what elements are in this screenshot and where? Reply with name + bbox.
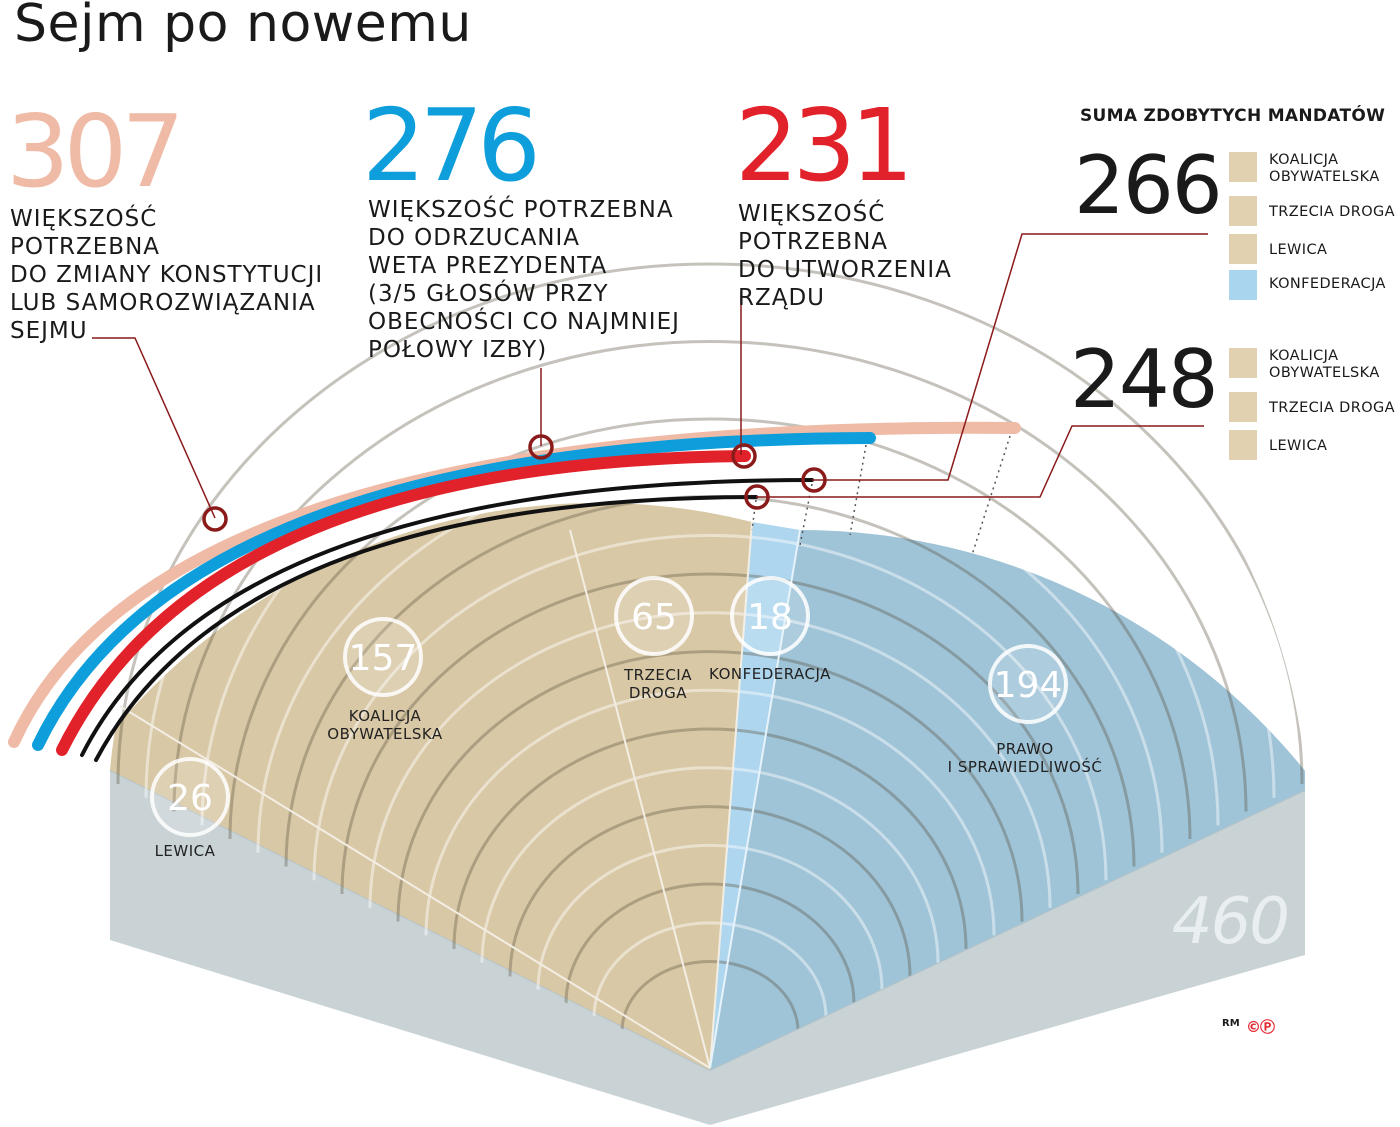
wedge-opposition-coalition xyxy=(110,502,752,1070)
threshold-276-number: 276 xyxy=(362,87,541,204)
hemicycle-step-row xyxy=(340,572,1080,895)
arc-231 xyxy=(56,450,751,756)
party-seat-count: 26 xyxy=(167,778,213,819)
wedge-pis xyxy=(710,530,1305,1070)
hemicycle-step-row xyxy=(228,417,1192,840)
hemicycle-step-row xyxy=(424,688,996,936)
party-bubble xyxy=(343,617,423,697)
total-seats: 460 xyxy=(1171,885,1290,959)
legend-label: KONFEDERACJA xyxy=(1269,276,1386,292)
threshold-307-description: WIĘKSZOŚĆ POTRZEBNA DO ZMIANY KONSTYTUCJ… xyxy=(10,206,324,344)
legend-item: KOALICJA OBYWATELSKA xyxy=(1229,348,1400,382)
party-seat-count: 157 xyxy=(349,638,418,679)
summary-total-248: 248 xyxy=(1070,333,1219,426)
marker-307 xyxy=(202,506,228,532)
legend-item: KOALICJA OBYWATELSKA xyxy=(1229,152,1400,186)
legend-label: KOALICJA OBYWATELSKA xyxy=(1269,348,1380,381)
marker-276 xyxy=(528,434,554,460)
party-label-konf: KONFEDERACJA xyxy=(709,665,831,683)
legend-label: TRZECIA DROGA xyxy=(1269,204,1395,220)
summary-total-266: 266 xyxy=(1074,139,1223,232)
hemicycle-step-row xyxy=(620,960,800,1032)
threshold-276-description: WIĘKSZOŚĆ POTRZEBNA DO ODRZUCANIA WETA P… xyxy=(368,197,680,363)
legend-label: LEWICA xyxy=(1269,438,1328,454)
party-seat-count: 65 xyxy=(631,597,677,638)
hemicycle-step-row xyxy=(480,766,940,963)
threshold-307-number: 307 xyxy=(6,93,185,210)
hemicycle-step-row xyxy=(396,650,1024,922)
legend-label: KOALICJA OBYWATELSKA xyxy=(1269,152,1380,185)
party-bubble xyxy=(150,757,230,837)
party-bubble xyxy=(730,576,810,656)
party-label-ko: KOALICJA OBYWATELSKA xyxy=(327,707,443,743)
legend-item: LEWICA xyxy=(1229,234,1400,268)
hemicycle-step-row xyxy=(312,533,1108,881)
party-label-td: TRZECIA DROGA xyxy=(624,666,692,702)
legend-item: TRZECIA DROGA xyxy=(1229,392,1400,426)
party-seat-count: 194 xyxy=(994,665,1063,706)
hemicycle-step-row xyxy=(592,921,828,1018)
hemicycle-step-row xyxy=(200,378,1220,826)
legend-item: KONFEDERACJA xyxy=(1229,270,1400,304)
hemicycle-step-row xyxy=(452,727,968,950)
legend-label: LEWICA xyxy=(1269,242,1328,258)
legend-item: TRZECIA DROGA xyxy=(1229,196,1400,230)
party-bubble xyxy=(614,576,694,656)
arc-266 xyxy=(80,478,814,757)
credit: RM xyxy=(1222,1018,1240,1029)
arc-248 xyxy=(94,495,758,762)
legend-item: LEWICA xyxy=(1229,430,1400,464)
party-label-lewica: LEWICA xyxy=(154,842,216,860)
legend-label: TRZECIA DROGA xyxy=(1269,400,1395,416)
hemicycle-step-row xyxy=(116,262,1304,785)
majority-arcs xyxy=(8,421,1021,762)
hemicycle-step-row xyxy=(564,882,856,1005)
hemicycle-step-row xyxy=(172,340,1248,812)
summary-title: SUMA ZDOBYTYCH MANDATÓW xyxy=(1080,106,1386,126)
marker-266 xyxy=(801,467,827,493)
party-label-pis: PRAWO I SPRAWIEDLIWOŚĆ xyxy=(947,740,1103,776)
party-bubbles: 26 157 65 18 194 xyxy=(150,576,1068,837)
copyright-icon: ©Ⓟ xyxy=(1246,1018,1275,1036)
party-seat-count: 18 xyxy=(747,597,793,638)
marker-248 xyxy=(744,484,770,510)
threshold-231-number: 231 xyxy=(735,87,914,204)
threshold-231-description: WIĘKSZOŚĆ POTRZEBNA DO UTWORZENIA RZĄDU xyxy=(738,201,952,311)
hemicycle-step-row xyxy=(368,611,1052,908)
party-bubble xyxy=(988,644,1068,724)
hemicycle-step-row xyxy=(508,805,912,977)
arc-276 xyxy=(32,432,876,751)
hemicycle-step-row xyxy=(536,843,884,991)
arc-307 xyxy=(8,421,1021,748)
page-title: Sejm po nowemu xyxy=(14,0,472,54)
marker-231 xyxy=(731,443,757,469)
